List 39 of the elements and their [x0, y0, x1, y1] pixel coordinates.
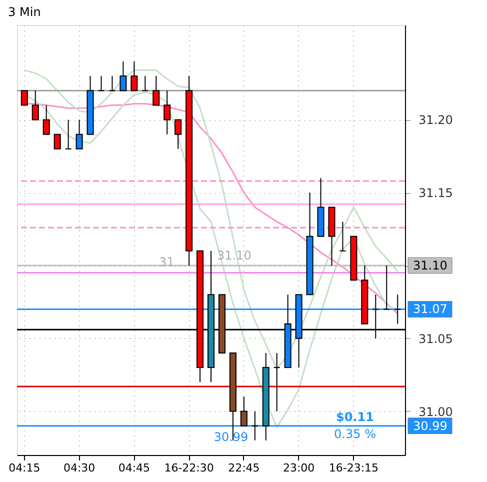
x-tick-label: 16-22:30 [164, 462, 214, 474]
candlestick [273, 352, 280, 412]
y-tick-label: 31.05 [418, 332, 453, 346]
candlestick [251, 410, 258, 441]
annotation: 0.35 % [334, 426, 376, 441]
candlestick [32, 90, 39, 120]
x-tick-label: 04:30 [63, 462, 96, 474]
line-series [24, 69, 398, 370]
y-tick-label: 31.15 [418, 186, 453, 200]
candlestick [42, 104, 50, 135]
x-tick-label: 04:15 [8, 462, 40, 474]
candlestick [108, 76, 116, 92]
candlestick [20, 90, 28, 106]
x-tick-label: 22:45 [228, 462, 260, 474]
x-tick-label: 04:45 [118, 462, 150, 474]
candlestick [164, 90, 171, 135]
candlestick [174, 119, 182, 150]
candlestick [240, 396, 248, 426]
annotation: 31.10 [217, 248, 252, 263]
x-tick-label: 23:00 [282, 462, 315, 474]
ref-line-label: 30.99 [413, 418, 448, 433]
candlestick [152, 76, 160, 106]
candlestick [76, 119, 83, 150]
candlestick [98, 76, 105, 92]
candlestick [383, 265, 390, 310]
chart-title: 3 Min [8, 5, 41, 19]
candlestick [120, 60, 127, 92]
candlestick [142, 76, 149, 92]
candlestick [394, 294, 402, 324]
ref-line-label: 31.07 [413, 302, 448, 316]
ref-line-label: 31.10 [413, 258, 448, 273]
annotation: $0.11 [336, 410, 374, 424]
candlestick [54, 134, 61, 150]
y-tick-label: 31.00 [418, 404, 453, 419]
candlestick [339, 221, 346, 252]
x-tick-label: 16-23:15 [328, 462, 379, 474]
candlestick [64, 119, 72, 150]
y-tick-label: 31.20 [418, 113, 453, 128]
candlestick [130, 60, 138, 92]
